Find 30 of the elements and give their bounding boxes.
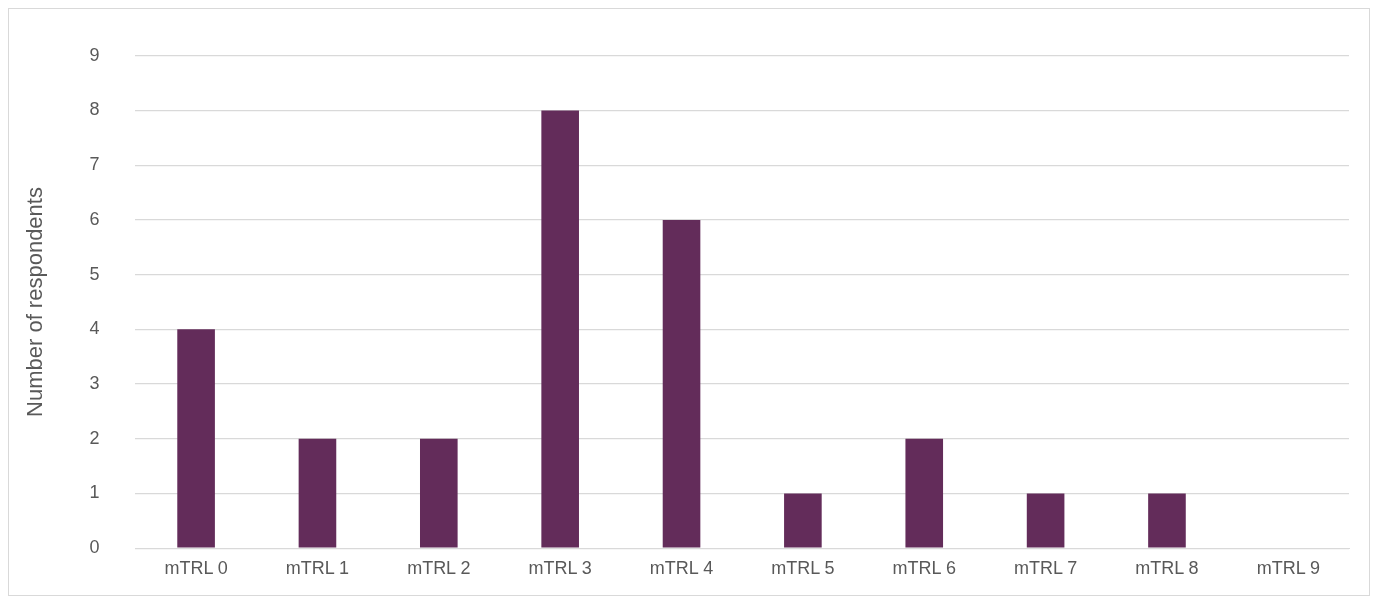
y-tick-label: 8 — [89, 99, 100, 120]
bar — [1026, 493, 1065, 548]
y-axis-title: Number of respondents — [22, 187, 48, 417]
x-tick-label: mTRL 2 — [407, 557, 471, 578]
y-tick-label: 5 — [89, 263, 100, 284]
x-tick-label: mTRL 1 — [285, 557, 350, 578]
x-tick-label: mTRL 5 — [771, 557, 835, 578]
y-tick-label: 2 — [89, 427, 100, 448]
bar — [1148, 493, 1186, 548]
bar — [298, 438, 337, 548]
y-tick-label: 7 — [89, 154, 100, 175]
y-tick-label: 6 — [89, 208, 100, 229]
y-tick-label: 4 — [89, 318, 100, 339]
bar — [541, 110, 579, 548]
bar — [784, 493, 822, 548]
x-tick-label: mTRL 7 — [1013, 557, 1078, 578]
y-tick-label: 0 — [89, 537, 100, 558]
x-tick-label: mTRL 9 — [1256, 557, 1320, 578]
bar — [420, 438, 458, 548]
bar — [177, 329, 215, 548]
x-tick-label: mTRL 8 — [1135, 557, 1199, 578]
y-tick-label: 1 — [89, 482, 100, 503]
y-tick-label: 9 — [89, 44, 100, 65]
x-tick-label: mTRL 6 — [892, 557, 956, 578]
x-tick-label: mTRL 4 — [649, 557, 714, 578]
y-tick-label: 3 — [89, 373, 100, 394]
bar — [662, 219, 701, 548]
x-tick-label: mTRL 0 — [164, 557, 228, 578]
x-tick-label: mTRL 3 — [528, 557, 592, 578]
bar — [905, 438, 944, 548]
